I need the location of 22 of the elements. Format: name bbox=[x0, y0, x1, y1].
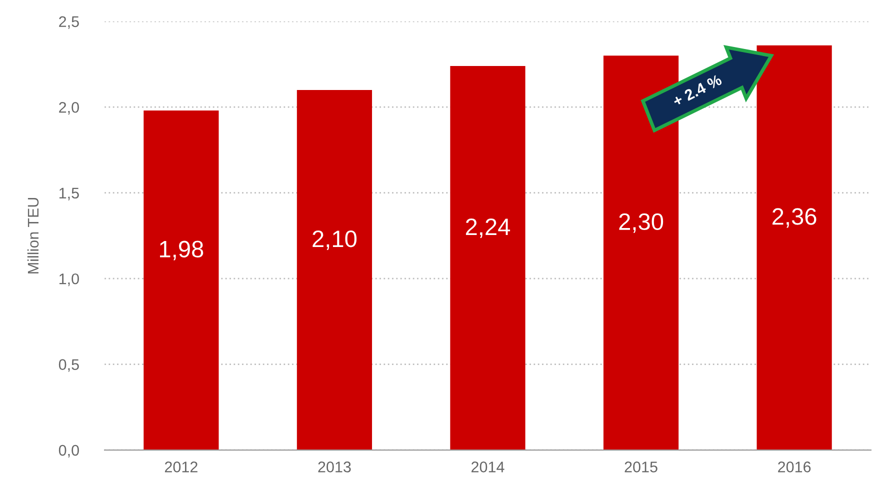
data-label: 2,24 bbox=[466, 218, 510, 238]
y-tick-label: 0,5 bbox=[58, 359, 79, 372]
x-tick-label: 2015 bbox=[624, 462, 658, 472]
x-tick-label: 2014 bbox=[472, 462, 504, 472]
y-tick-label: 2,0 bbox=[59, 102, 79, 115]
x-tick-label: 2012 bbox=[164, 462, 198, 472]
y-tick-label: 1,5 bbox=[59, 188, 79, 200]
annotation: + 2.4 % bbox=[672, 74, 722, 107]
y-tick-label: 2,5 bbox=[59, 16, 79, 29]
bar bbox=[756, 45, 832, 450]
data-label: 2,30 bbox=[619, 213, 664, 233]
bar bbox=[296, 90, 372, 450]
bar bbox=[144, 110, 219, 450]
data-label: 2,36 bbox=[772, 208, 816, 228]
x-tick-label: 2013 bbox=[318, 462, 351, 472]
y-tick-label: 0,0 bbox=[58, 444, 79, 458]
data-label: 2,10 bbox=[312, 230, 357, 250]
x-tick-label: 2016 bbox=[778, 462, 811, 472]
data-label: 1,98 bbox=[160, 240, 204, 260]
y-axis-title: Million TEU bbox=[27, 198, 39, 274]
bar bbox=[450, 66, 526, 450]
y-tick-label: 1,0 bbox=[59, 273, 79, 286]
